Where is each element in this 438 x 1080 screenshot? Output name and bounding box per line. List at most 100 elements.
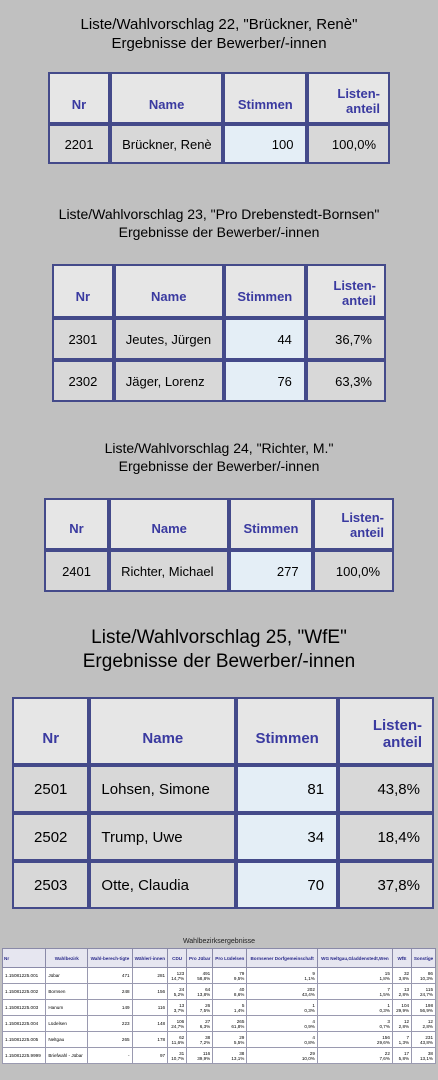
district-cell: 29 10,0%	[246, 1047, 318, 1064]
district-cell: 62 11,6%	[167, 1031, 188, 1048]
district-cell: Briefwahl - Jübar	[45, 1047, 89, 1064]
district-cell: 202 43,4%	[246, 983, 318, 1000]
district-col-header: Pro Jübar	[186, 948, 214, 968]
district-cell: 32 3,8%	[391, 967, 413, 984]
list-22-table: Nr Name Stimmen Listen- anteil 2201 Brüc…	[48, 72, 390, 164]
district-cell: 7 1,3%	[391, 1031, 413, 1048]
district-row: 1.15081225.002 Bornsen 248 156 24 5,2% 64 13,…	[1, 983, 436, 1000]
table-row: 2503 Otte, Claudia 70 37,8%	[12, 861, 434, 909]
district-cell: 13 2,8%	[391, 983, 413, 1000]
district-cell: 12 2,8%	[391, 1015, 413, 1032]
cell-nr: 2302	[52, 360, 114, 402]
district-cell: -	[87, 1047, 133, 1064]
district-cell: 97	[131, 1047, 169, 1064]
district-cell: 13 3,7%	[167, 999, 188, 1016]
district-cell: 248	[87, 983, 133, 1000]
list-title-line1: Liste/Wahlvorschlag 25, "WfE"	[91, 627, 347, 648]
cell-anteil: 100,0%	[312, 550, 394, 592]
cell-anteil: 18,4%	[338, 813, 434, 861]
district-cell: 38 7,2%	[186, 1031, 214, 1048]
col-name: Name	[110, 72, 224, 124]
district-col-header: WG Neltgau,Gladdenstedt,Wen	[316, 948, 393, 968]
cell-nr: 2301	[52, 318, 114, 360]
col-stimmen: Stimmen	[236, 697, 339, 765]
district-cell: 231 43,8%	[411, 1031, 436, 1048]
cell-anteil: 63,3%	[305, 360, 386, 402]
cell-nr: 2201	[48, 124, 111, 164]
district-cell: 1.15081225.005	[1, 1031, 47, 1048]
table-row: 2501 Lohsen, Simone 81 43,8%	[12, 765, 434, 813]
district-cell: 156	[131, 983, 169, 1000]
district-cell: 491 58,8%	[186, 967, 214, 984]
district-cell: 7 1,5%	[316, 983, 393, 1000]
district-cell: 79 9,5%	[212, 967, 248, 984]
district-cell: 40 8,6%	[212, 983, 248, 1000]
list-25-table: Nr Name Stimmen Listen- anteil 2501 Lohs…	[12, 697, 434, 909]
district-cell: 17 5,8%	[391, 1047, 413, 1064]
district-cell: 4 0,8%	[246, 1031, 318, 1048]
list-25-title: Liste/Wahlvorschlag 25, "WfE" Ergebnisse…	[0, 626, 438, 674]
cell-stimmen: 70	[236, 861, 339, 909]
cell-name: Lohsen, Simone	[89, 765, 237, 813]
col-name: Name	[89, 697, 237, 765]
col-anteil: Listen- anteil	[338, 697, 434, 765]
district-cell: 26 7,5%	[186, 999, 214, 1016]
district-col-header: Wähler/-innen	[131, 948, 169, 968]
cell-name: Otte, Claudia	[89, 861, 237, 909]
district-row: 1.15081225.003 Hanum 149 116 13 3,7% 26 7,5% 5…	[1, 999, 436, 1016]
col-stimmen: Stimmen	[223, 264, 306, 318]
district-cell: 178	[131, 1031, 169, 1048]
cell-anteil: 43,8%	[338, 765, 434, 813]
cell-nr: 2501	[12, 765, 90, 813]
district-cell: 24 5,2%	[167, 983, 188, 1000]
list-title-line2: Ergebnisse der Bewerber/-innen	[82, 650, 356, 672]
district-cell: 148	[131, 1015, 169, 1032]
list-title-line2: Ergebnisse der Bewerber/-innen	[118, 223, 320, 240]
cell-name: Brückner, Renè	[110, 124, 224, 164]
list-23-title: Liste/Wahlvorschlag 23, "Pro Drebenstedt…	[0, 206, 438, 241]
cell-name: Richter, Michael	[109, 550, 230, 592]
district-col-header: Bornsener Dorfgemeinschaft	[246, 948, 318, 968]
cell-stimmen: 277	[229, 550, 313, 592]
district-cell: 265 61,8%	[212, 1015, 248, 1032]
district-col-header: Nr	[1, 948, 47, 968]
cell-name: Jäger, Lorenz	[113, 360, 224, 402]
district-cell: 116 39,9%	[186, 1047, 214, 1064]
district-col-header: Pro Lüdelsen	[212, 948, 248, 968]
district-cell: Hanum	[45, 999, 89, 1016]
district-cell: 1.15081225.9999	[1, 1047, 47, 1064]
cell-name: Trump, Uwe	[89, 813, 237, 861]
col-name: Name	[109, 498, 230, 550]
district-cell: 104 29,9%	[391, 999, 413, 1016]
district-row: 1.15081225.001 Jübar 471 281 123 14,7% 491 58…	[1, 967, 436, 984]
district-cell: 156 29,6%	[316, 1031, 393, 1048]
district-cell: 12 2,8%	[411, 1015, 436, 1032]
list-title-line1: Liste/Wahlvorschlag 22, "Brückner, Renè"	[80, 16, 358, 33]
cell-stimmen: 44	[223, 318, 306, 360]
district-table: Nr Wahlbezirk Wahl-berech-tigte Wähler/-inn…	[1, 948, 436, 1064]
district-cell: 5 1,4%	[212, 999, 248, 1016]
col-nr: Nr	[44, 498, 110, 550]
district-results: Wahlbezirksergebnisse Nr Wahlbezirk Wahl-b…	[0, 938, 438, 1064]
district-cell: 115 24,7%	[411, 983, 436, 1000]
district-cell: 22 7,6%	[316, 1047, 393, 1064]
district-cell: 116	[131, 999, 169, 1016]
district-cell: 1.15081225.004	[1, 1015, 47, 1032]
table-row: 2201 Brückner, Renè 100 100,0%	[48, 124, 390, 164]
district-cell: Jübar	[45, 967, 89, 984]
district-cell: Bornsen	[45, 983, 89, 1000]
district-col-header: WfE	[391, 948, 413, 968]
district-cell: 1.15081225.003	[1, 999, 47, 1016]
district-cell: 29 5,5%	[212, 1031, 248, 1048]
cell-stimmen: 81	[236, 765, 339, 813]
district-cell: 223	[87, 1015, 133, 1032]
col-nr: Nr	[48, 72, 111, 124]
cell-anteil: 37,8%	[338, 861, 434, 909]
district-cell: 1 0,3%	[316, 999, 393, 1016]
district-title: Wahlbezirksergebnisse	[182, 938, 256, 945]
col-anteil: Listen- anteil	[312, 498, 394, 550]
district-cell: 64 13,8%	[186, 983, 214, 1000]
district-cell: 15 1,8%	[316, 967, 393, 984]
district-col-header: Wahlbezirk	[45, 948, 89, 968]
district-cell: 38 13,1%	[212, 1047, 248, 1064]
